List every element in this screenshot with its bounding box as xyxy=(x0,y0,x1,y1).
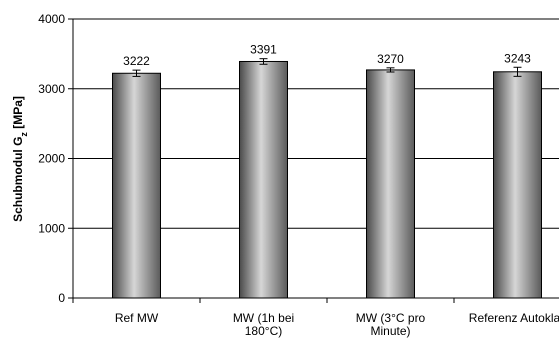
axes xyxy=(68,18,559,303)
bar xyxy=(366,69,415,299)
data-label: 3270 xyxy=(377,52,404,66)
y-axis-title-unit: [MPa] xyxy=(11,96,25,132)
y-tick-label: 3000 xyxy=(38,82,65,96)
data-label: 3243 xyxy=(504,51,531,65)
y-axis-title-subscript: z xyxy=(19,132,29,137)
y-axis-title: Schubmodul Gz [MPa] xyxy=(11,96,29,222)
y-tick-label: 0 xyxy=(58,291,65,305)
y-tick-label: 1000 xyxy=(38,221,65,235)
y-tick-label: 2000 xyxy=(38,152,65,166)
error-bar xyxy=(259,58,268,65)
x-category-label: Referenz Autoklav xyxy=(469,311,559,325)
bars xyxy=(112,58,542,299)
y-tick-label: 4000 xyxy=(38,12,65,26)
labels: 0 1000 2000 3000 4000 3222 Ref MW 3391 MW (1h be… xyxy=(38,12,559,338)
bar xyxy=(112,72,161,299)
bar xyxy=(493,71,542,299)
error-bar xyxy=(513,66,522,77)
error-bar xyxy=(132,69,141,77)
data-label: 3222 xyxy=(123,54,150,68)
x-category-label: MW (3°C pro Minute) xyxy=(356,311,426,338)
data-label: 3391 xyxy=(250,43,277,57)
bar xyxy=(239,60,288,299)
error-bar xyxy=(386,67,395,73)
y-axis-title-main: Schubmodul G xyxy=(11,137,25,222)
x-category-label: MW (1h bei 180°C) xyxy=(233,311,294,338)
x-category-label: Ref MW xyxy=(115,311,159,325)
